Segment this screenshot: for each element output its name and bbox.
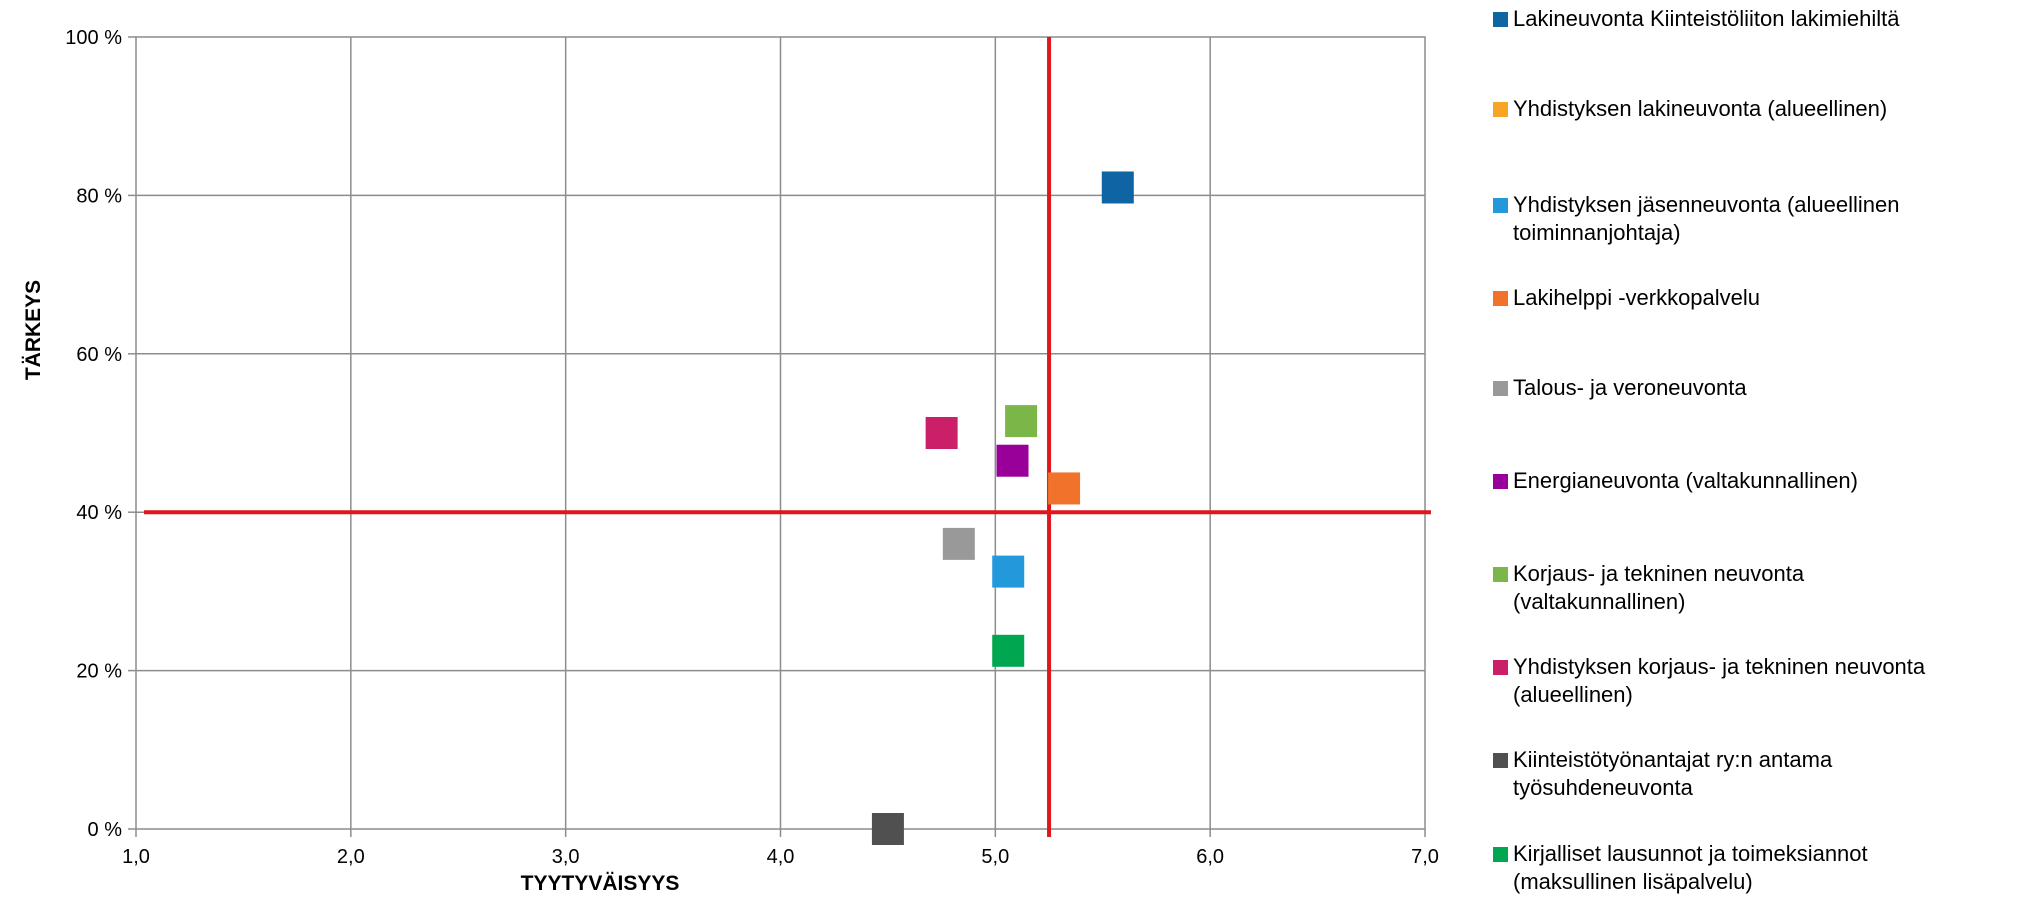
legend-swatch [1493,567,1508,582]
y-axis-ticks: 0 % 20 % 40 % 60 % 80 % 100 % [65,27,136,841]
legend-label: Energianeuvonta (valtakunnallinen) [1513,468,1858,493]
legend-label: Kiinteistötyönantajat ry:n antama työsuh… [1513,747,1833,800]
legend-label: Yhdistyksen lakineuvonta (alueellinen) [1513,96,1888,121]
data-point-3 [992,555,1025,588]
x-axis-title: TYYTYVÄISYYS [521,872,680,895]
legend-label: Yhdistyksen jäsenneuvonta (alueellinen t… [1513,192,1900,245]
x-tick-label: 7,0 [1411,846,1439,868]
data-point-6 [996,444,1029,477]
legend-item: Kiinteistötyönantajat ry:n antama työsuh… [1493,746,2018,802]
legend-swatch [1493,753,1508,768]
legend-swatch [1493,660,1508,675]
legend-item: Energianeuvonta (valtakunnallinen) [1493,467,2018,495]
reference-lines [144,37,1431,837]
data-point-7 [1005,405,1038,438]
y-tick-label: 60 % [76,344,122,366]
legend-item: Lakineuvonta Kiinteistöliiton lakimiehil… [1493,5,2018,33]
legend-label: Talous- ja veroneuvonta [1513,375,1747,400]
legend-item: Yhdistyksen jäsenneuvonta (alueellinen t… [1493,191,2018,247]
x-tick-label: 1,0 [122,846,150,868]
legend-item: Kirjalliset lausunnot ja toimeksiannot (… [1493,840,2018,896]
x-tick-label: 6,0 [1196,846,1224,868]
legend-label: Yhdistyksen korjaus- ja tekninen neuvont… [1513,654,1926,707]
legend: Lakineuvonta Kiinteistöliiton lakimiehil… [1493,0,2021,898]
data-point-9 [871,813,904,845]
y-tick-label: 20 % [76,661,122,683]
y-tick-label: 80 % [76,185,122,207]
x-tick-label: 5,0 [981,846,1009,868]
data-point-4 [1048,472,1081,505]
y-tick-label: 40 % [76,502,122,524]
legend-item: Lakihelppi -verkkopalvelu [1493,284,2018,312]
legend-swatch [1493,381,1508,396]
legend-swatch [1493,474,1508,489]
legend-swatch [1493,102,1508,117]
y-axis-title: TÄRKEYS [22,280,45,380]
y-tick-label: 100 % [65,27,122,49]
legend-item: Yhdistyksen korjaus- ja tekninen neuvont… [1493,653,2018,709]
data-point-5 [942,527,975,560]
legend-swatch [1493,291,1508,306]
x-tick-label: 4,0 [767,846,795,868]
legend-swatch [1493,847,1508,862]
legend-label: Lakihelppi -verkkopalvelu [1513,285,1761,310]
legend-item: Yhdistyksen lakineuvonta (alueellinen) [1493,95,2018,123]
x-tick-label: 3,0 [552,846,580,868]
legend-item: Korjaus- ja tekninen neuvonta (valtakunn… [1493,560,2018,616]
legend-label: Kirjalliset lausunnot ja toimeksiannot (… [1513,841,1868,894]
data-point-10 [992,634,1025,667]
x-tick-label: 2,0 [337,846,365,868]
legend-label: Korjaus- ja tekninen neuvonta (valtakunn… [1513,561,1805,614]
x-axis-ticks: 1,0 2,0 3,0 4,0 5,0 6,0 7,0 [122,829,1439,868]
legend-item: Talous- ja veroneuvonta [1493,374,2018,402]
legend-label: Lakineuvonta Kiinteistöliiton lakimiehil… [1513,6,1900,31]
legend-swatch [1493,198,1508,213]
y-tick-label: 0 % [88,819,123,841]
data-point-8 [925,417,958,449]
scatter-chart: 1,0 2,0 3,0 4,0 5,0 6,0 7,0 0 % 20 % 40 % 60 % 80 … [22,27,1439,895]
data-point-1 [1101,171,1134,204]
data-points [871,171,1134,845]
legend-swatch [1493,12,1508,27]
